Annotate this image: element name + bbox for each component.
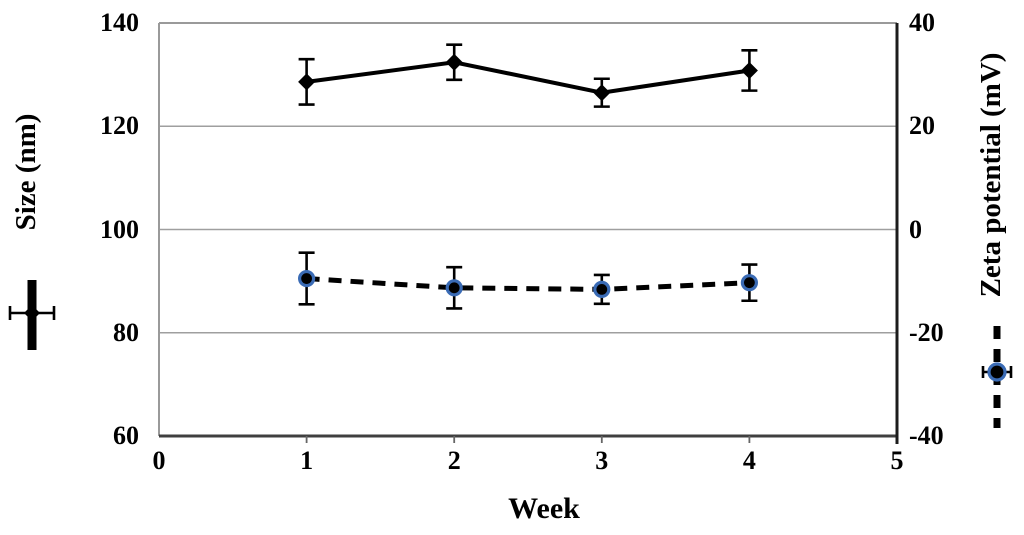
y-right-tick-label-20: 20 — [909, 111, 935, 141]
y-left-tick-label-60: 60 — [113, 421, 139, 450]
size-series-line — [306, 60, 750, 95]
x-tick-label-3: 3 — [595, 446, 609, 475]
x-tick-label-1: 1 — [300, 446, 314, 475]
y-right-tick-label--40: -40 — [909, 421, 944, 450]
zeta-marker-week-4 — [740, 274, 759, 292]
y-right-tick-label--20: -20 — [909, 317, 944, 347]
size-marker-week-4 — [740, 61, 758, 79]
y-left-tick-label-80: 80 — [113, 317, 139, 347]
zeta-marker-week-2 — [445, 279, 463, 297]
right-axis-title: Zeta potential (mV) — [975, 52, 1007, 298]
zeta-series-legend-icon — [981, 326, 1013, 428]
size-marker-week-3 — [593, 84, 611, 102]
x-tick-label-0: 0 — [152, 446, 166, 475]
zeta-marker-week-3 — [593, 280, 611, 298]
zeta-series-line — [306, 276, 750, 292]
x-tick-label-2: 2 — [447, 446, 461, 475]
x-axis-title: Week — [508, 492, 580, 525]
y-left-tick-label-140: 140 — [100, 8, 139, 37]
zeta-marker-week-1 — [298, 269, 316, 288]
size-marker-week-1 — [298, 73, 316, 91]
y-right-tick-label-0: 0 — [909, 214, 922, 244]
y-right-tick-label-40: 40 — [909, 8, 935, 37]
size-marker-week-2 — [445, 53, 463, 71]
x-tick-label-4: 4 — [742, 446, 756, 475]
y-left-tick-label-120: 120 — [100, 111, 139, 141]
size-series-legend-icon — [8, 280, 56, 350]
left-axis-title: Size (nm) — [10, 113, 42, 231]
y-left-tick-label-100: 100 — [100, 214, 139, 244]
x-tick-label-5: 5 — [890, 446, 904, 475]
